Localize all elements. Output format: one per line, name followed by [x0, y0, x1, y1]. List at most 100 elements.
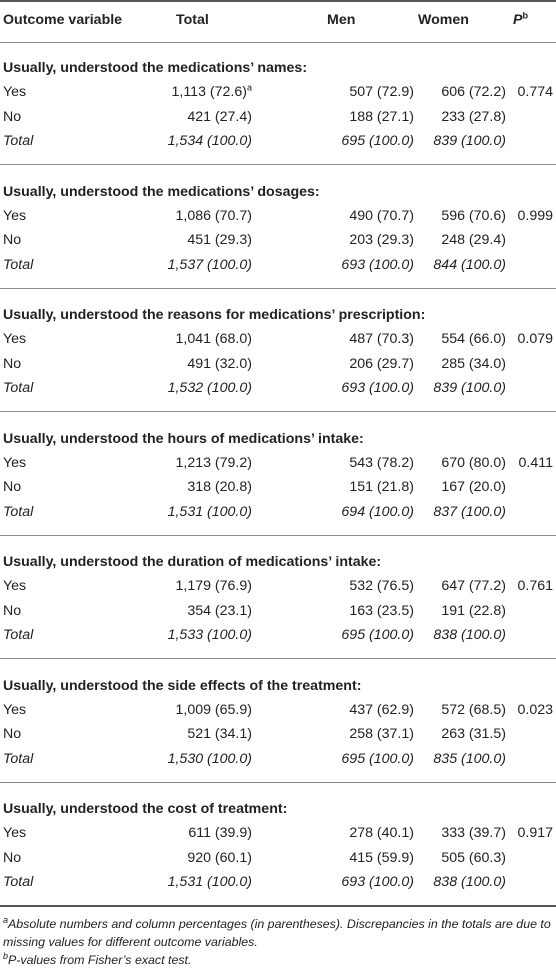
cell-value: 694 (100.0)	[341, 503, 414, 520]
cell-value: 695 (100.0)	[341, 627, 414, 643]
cell-value: No	[3, 849, 22, 866]
table-row: No 521 (34.1) 258 (37.1) 263 (31.5)	[0, 723, 556, 747]
p-value: 0.079	[517, 331, 553, 347]
cell-men: 695 (100.0)	[341, 751, 414, 767]
cell-value: 837 (100.0)	[433, 503, 506, 520]
cell-women: 505 (60.3)	[441, 850, 506, 866]
cell-value: 491 (32.0)	[187, 355, 252, 372]
cell-total: 1,530 (100.0)	[168, 751, 252, 767]
header-p-letter: P	[513, 12, 523, 28]
cell-value: 835 (100.0)	[433, 750, 506, 767]
cell-label: Yes	[3, 825, 26, 841]
cell-value: 920 (60.1)	[187, 849, 252, 866]
cell-total: 920 (60.1)	[187, 850, 252, 866]
cell-value: 258 (37.1)	[349, 726, 414, 742]
cell-value: 839 (100.0)	[433, 380, 506, 396]
cell-value: No	[3, 232, 22, 248]
cell-total: 1,534 (100.0)	[168, 133, 252, 149]
section-title-row: Usually, understood the reasons for medi…	[0, 304, 556, 328]
cell-value: 263 (31.5)	[441, 726, 506, 742]
cell-men: 543 (78.2)	[349, 455, 414, 471]
cell-value: 487 (70.3)	[349, 331, 414, 347]
cell-value: 333 (39.7)	[441, 825, 506, 841]
cell-women: 839 (100.0)	[433, 380, 506, 396]
section-divider	[0, 411, 556, 412]
cell-value: 695 (100.0)	[341, 750, 414, 767]
header-women: Women	[418, 12, 469, 28]
cell-value: 1,533 (100.0)	[167, 627, 252, 643]
cell-women: 572 (68.5)	[441, 702, 506, 718]
cell-value: 1,086 (70.7)	[175, 207, 252, 224]
section-divider	[0, 164, 556, 165]
cell-value: 1,537 (100.0)	[167, 256, 252, 273]
section-title-row: Usually, understood the hours of medicat…	[0, 428, 556, 452]
cell-total: 1,213 (79.2)	[175, 455, 252, 471]
cell-total: 1,179 (76.9)	[175, 578, 252, 594]
table-row: No 491 (32.0) 206 (29.7) 285 (34.0)	[0, 353, 556, 377]
cell-label: No	[3, 109, 21, 125]
cell-value: No	[3, 355, 22, 372]
section-divider	[0, 534, 556, 536]
cell-total: 1,531 (100.0)	[168, 504, 252, 520]
table-row: Yes 611 (39.9) 278 (40.1) 333 (39.7) 0.917	[0, 822, 556, 846]
cell-men: 694 (100.0)	[341, 504, 414, 520]
p-value: 0.999	[517, 207, 553, 224]
cell-men: 693 (100.0)	[341, 380, 414, 396]
cell-label: No	[3, 356, 21, 372]
header-men: Men	[327, 12, 356, 28]
cell-label: No	[3, 850, 21, 866]
cell-label: No	[3, 232, 21, 248]
table-row: Total 1,530 (100.0) 695 (100.0) 835 (100.0)	[0, 748, 556, 772]
cell-men: 693 (100.0)	[341, 257, 414, 273]
cell-total: 1,537 (100.0)	[168, 257, 252, 273]
cell-value: Total	[3, 380, 34, 396]
table-row: Total 1,534 (100.0) 695 (100.0) 839 (100.0)	[0, 130, 556, 154]
cell-value: Total	[3, 627, 34, 643]
bottom-rule	[0, 905, 556, 907]
cell-women: 596 (70.6)	[441, 208, 506, 224]
cell-value: No	[3, 108, 22, 125]
cell-women: 248 (29.4)	[441, 232, 506, 248]
header-p-value: Pb	[513, 11, 528, 28]
cell-women: 167 (20.0)	[441, 479, 506, 495]
cell-men: 507 (72.9)	[349, 84, 414, 100]
footnote-a: aAbsolute numbers and column percentages…	[3, 915, 553, 951]
cell-value: 543 (78.2)	[349, 454, 414, 471]
p-value: 0.411	[518, 454, 553, 471]
cell-women: 647 (77.2)	[441, 578, 506, 594]
cell-value: 437 (62.9)	[349, 701, 414, 718]
cell-value: Yes	[3, 825, 27, 841]
cell-total: 1,041 (68.0)	[175, 331, 252, 347]
cell-label: Yes	[3, 208, 26, 224]
table-row: Yes 1,213 (79.2) 543 (78.2) 670 (80.0) 0.411	[0, 452, 556, 476]
cell-women: 839 (100.0)	[433, 133, 506, 149]
section-title: Usually, understood the cost of treatmen…	[3, 801, 288, 817]
section-title: Usually, understood the medications’ nam…	[3, 60, 308, 76]
cell-label: Yes	[3, 578, 26, 594]
cell-label: Total	[3, 874, 33, 890]
section-title-row: Usually, understood the medications’ dos…	[0, 181, 556, 205]
p-value: 0.917	[517, 825, 553, 841]
cell-value: 839 (100.0)	[433, 133, 506, 149]
cell-value: 1,009 (65.9)	[175, 701, 252, 718]
cell-value: 596 (70.6)	[441, 207, 506, 224]
cell-value: 163 (23.5)	[349, 602, 414, 619]
table-row: Total 1,531 (100.0) 694 (100.0) 837 (100.0)	[0, 501, 556, 525]
cell-label: Yes	[3, 331, 26, 347]
section-title: Usually, understood the hours of medicat…	[3, 430, 364, 447]
section-divider	[0, 287, 556, 289]
cell-total: 318 (20.8)	[187, 479, 252, 495]
cell-women: 333 (39.7)	[441, 825, 506, 841]
cell-total: 451 (29.3)	[187, 232, 252, 248]
cell-value: 693 (100.0)	[341, 380, 414, 396]
cell-value: 507 (72.9)	[349, 84, 414, 100]
cell-value: Yes	[3, 454, 27, 471]
footnote-b-mark: b	[3, 950, 9, 961]
cell-value: 695 (100.0)	[341, 133, 414, 149]
cell-men: 437 (62.9)	[349, 702, 414, 718]
table-row: No 318 (20.8) 151 (21.8) 167 (20.0)	[0, 476, 556, 500]
cell-total: 491 (32.0)	[187, 356, 252, 372]
table-row: No 354 (23.1) 163 (23.5) 191 (22.8)	[0, 600, 556, 624]
cell-men: 278 (40.1)	[349, 825, 414, 841]
